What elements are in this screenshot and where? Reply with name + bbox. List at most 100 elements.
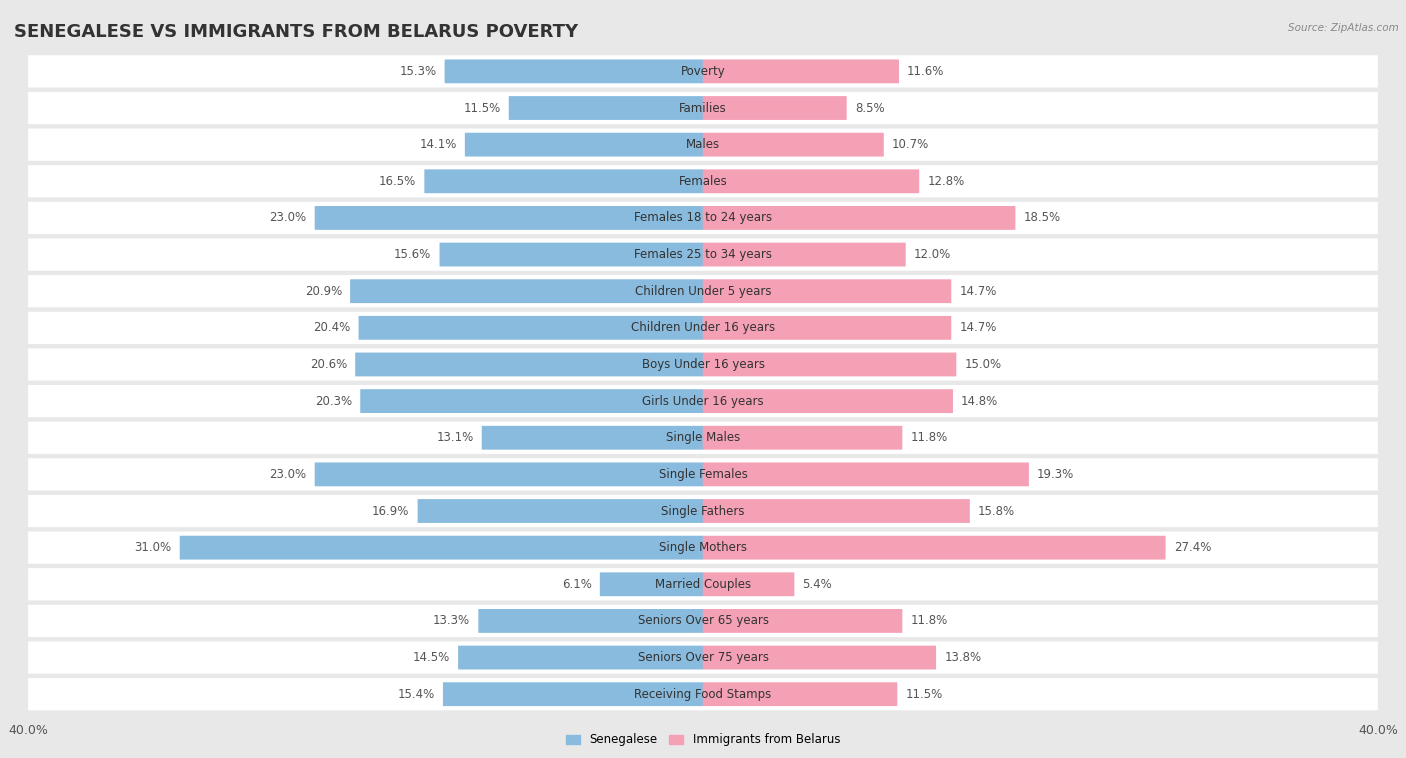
FancyBboxPatch shape [28,605,1378,637]
FancyBboxPatch shape [703,279,952,303]
Text: 11.8%: 11.8% [911,431,948,444]
FancyBboxPatch shape [28,421,1378,454]
FancyBboxPatch shape [703,169,920,193]
FancyBboxPatch shape [360,389,703,413]
FancyBboxPatch shape [478,609,703,633]
FancyBboxPatch shape [28,55,1378,87]
FancyBboxPatch shape [359,316,703,340]
Text: 11.8%: 11.8% [911,615,948,628]
Text: 11.5%: 11.5% [464,102,501,114]
FancyBboxPatch shape [28,495,1378,527]
Text: Boys Under 16 years: Boys Under 16 years [641,358,765,371]
FancyBboxPatch shape [482,426,703,449]
FancyBboxPatch shape [28,202,1378,234]
Text: 13.8%: 13.8% [945,651,981,664]
Text: SENEGALESE VS IMMIGRANTS FROM BELARUS POVERTY: SENEGALESE VS IMMIGRANTS FROM BELARUS PO… [14,23,578,41]
Legend: Senegalese, Immigrants from Belarus: Senegalese, Immigrants from Belarus [565,733,841,746]
FancyBboxPatch shape [703,352,956,377]
Text: 20.6%: 20.6% [309,358,347,371]
Text: Females: Females [679,175,727,188]
Text: 11.6%: 11.6% [907,65,945,78]
FancyBboxPatch shape [703,536,1166,559]
Text: 15.8%: 15.8% [979,505,1015,518]
Text: 13.1%: 13.1% [436,431,474,444]
Text: 20.4%: 20.4% [314,321,350,334]
Text: 23.0%: 23.0% [270,468,307,481]
Text: 14.5%: 14.5% [413,651,450,664]
Text: 12.0%: 12.0% [914,248,950,261]
Text: 16.5%: 16.5% [380,175,416,188]
Text: 20.3%: 20.3% [315,395,352,408]
FancyBboxPatch shape [703,646,936,669]
Text: 15.6%: 15.6% [394,248,432,261]
FancyBboxPatch shape [703,426,903,449]
FancyBboxPatch shape [703,96,846,120]
FancyBboxPatch shape [703,682,897,706]
FancyBboxPatch shape [28,239,1378,271]
FancyBboxPatch shape [703,316,952,340]
Text: Seniors Over 75 years: Seniors Over 75 years [637,651,769,664]
FancyBboxPatch shape [443,682,703,706]
FancyBboxPatch shape [703,462,1029,487]
Text: 13.3%: 13.3% [433,615,470,628]
FancyBboxPatch shape [350,279,703,303]
Text: Single Males: Single Males [666,431,740,444]
FancyBboxPatch shape [425,169,703,193]
FancyBboxPatch shape [28,349,1378,381]
FancyBboxPatch shape [703,59,898,83]
FancyBboxPatch shape [444,59,703,83]
Text: Seniors Over 65 years: Seniors Over 65 years [637,615,769,628]
Text: 10.7%: 10.7% [891,138,929,151]
Text: Females 25 to 34 years: Females 25 to 34 years [634,248,772,261]
Text: Source: ZipAtlas.com: Source: ZipAtlas.com [1288,23,1399,33]
FancyBboxPatch shape [703,133,884,157]
Text: Married Couples: Married Couples [655,578,751,590]
Text: 14.8%: 14.8% [962,395,998,408]
Text: 12.8%: 12.8% [928,175,965,188]
FancyBboxPatch shape [28,459,1378,490]
FancyBboxPatch shape [356,352,703,377]
Text: Children Under 5 years: Children Under 5 years [634,285,772,298]
FancyBboxPatch shape [703,243,905,267]
FancyBboxPatch shape [180,536,703,559]
FancyBboxPatch shape [28,92,1378,124]
Text: Females 18 to 24 years: Females 18 to 24 years [634,211,772,224]
FancyBboxPatch shape [28,165,1378,197]
FancyBboxPatch shape [28,129,1378,161]
FancyBboxPatch shape [458,646,703,669]
FancyBboxPatch shape [703,499,970,523]
FancyBboxPatch shape [28,275,1378,307]
Text: 15.0%: 15.0% [965,358,1001,371]
FancyBboxPatch shape [465,133,703,157]
Text: 16.9%: 16.9% [373,505,409,518]
Text: 14.7%: 14.7% [959,321,997,334]
Text: 15.3%: 15.3% [399,65,436,78]
FancyBboxPatch shape [600,572,703,597]
FancyBboxPatch shape [418,499,703,523]
Text: 15.4%: 15.4% [398,688,434,700]
Text: 6.1%: 6.1% [562,578,592,590]
Text: Poverty: Poverty [681,65,725,78]
Text: 14.7%: 14.7% [959,285,997,298]
FancyBboxPatch shape [703,389,953,413]
FancyBboxPatch shape [509,96,703,120]
Text: 18.5%: 18.5% [1024,211,1060,224]
FancyBboxPatch shape [315,462,703,487]
Text: 23.0%: 23.0% [270,211,307,224]
FancyBboxPatch shape [28,385,1378,417]
Text: 19.3%: 19.3% [1038,468,1074,481]
Text: Families: Families [679,102,727,114]
FancyBboxPatch shape [28,568,1378,600]
Text: 27.4%: 27.4% [1174,541,1211,554]
FancyBboxPatch shape [703,609,903,633]
Text: 8.5%: 8.5% [855,102,884,114]
Text: Single Mothers: Single Mothers [659,541,747,554]
Text: Males: Males [686,138,720,151]
Text: Children Under 16 years: Children Under 16 years [631,321,775,334]
Text: 31.0%: 31.0% [135,541,172,554]
Text: Single Fathers: Single Fathers [661,505,745,518]
FancyBboxPatch shape [440,243,703,267]
Text: Receiving Food Stamps: Receiving Food Stamps [634,688,772,700]
FancyBboxPatch shape [703,206,1015,230]
FancyBboxPatch shape [28,678,1378,710]
